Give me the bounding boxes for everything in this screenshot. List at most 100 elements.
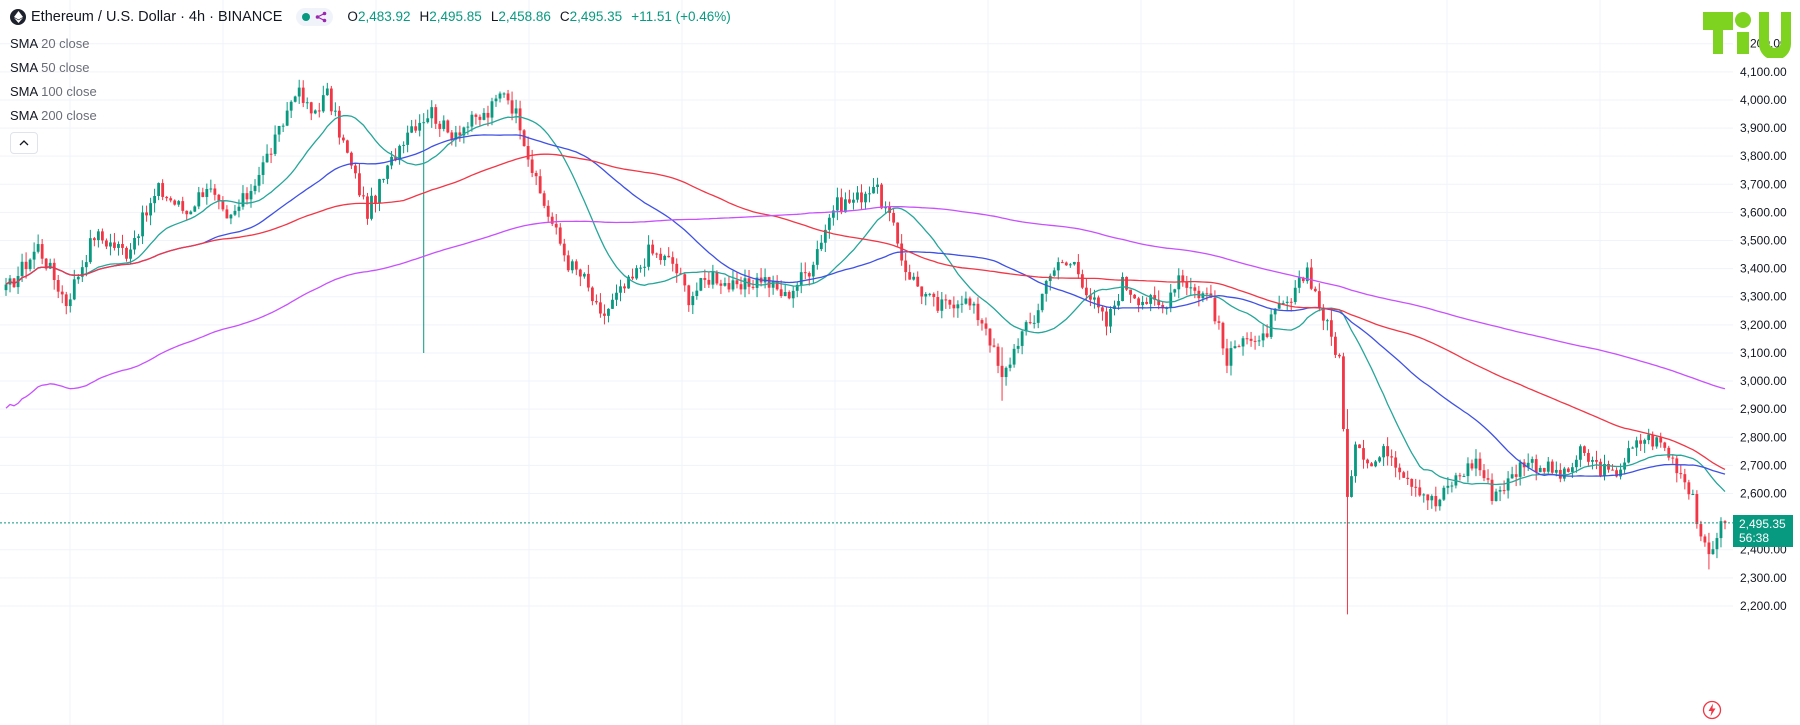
candle-body bbox=[518, 108, 522, 131]
candle-body bbox=[623, 286, 626, 289]
candle-body bbox=[844, 199, 847, 213]
candle-body bbox=[398, 145, 402, 161]
candle-body bbox=[189, 211, 193, 215]
candle-body bbox=[819, 242, 823, 250]
candle-body bbox=[1289, 301, 1293, 303]
candle-body bbox=[1157, 299, 1161, 306]
candle-body bbox=[964, 298, 968, 304]
sma-20-line bbox=[5, 115, 1726, 493]
candle-body bbox=[354, 165, 357, 174]
candle-body bbox=[1249, 338, 1253, 341]
candle-body bbox=[1084, 287, 1088, 296]
candle-body bbox=[1044, 280, 1048, 294]
candle-body bbox=[28, 259, 32, 270]
candle-body bbox=[1321, 307, 1325, 321]
candle-body bbox=[1510, 474, 1514, 479]
candle-body bbox=[56, 280, 60, 292]
candle-body bbox=[414, 126, 418, 131]
candle-body bbox=[703, 278, 707, 280]
sma-lines bbox=[5, 115, 1726, 493]
candle-body bbox=[1462, 476, 1466, 478]
candle-body bbox=[486, 112, 490, 118]
candle-body bbox=[1358, 444, 1361, 449]
candle-body bbox=[1068, 264, 1072, 266]
candle-body bbox=[1651, 434, 1655, 447]
candle-body bbox=[1691, 494, 1695, 496]
candle-body bbox=[1506, 478, 1510, 491]
candle-body bbox=[1595, 460, 1598, 462]
candle-body bbox=[1024, 322, 1028, 332]
candle-body bbox=[1145, 301, 1149, 304]
candle-body bbox=[109, 242, 112, 247]
candle-body bbox=[920, 286, 924, 297]
candle-body bbox=[1133, 294, 1136, 299]
candle-body bbox=[237, 206, 241, 211]
candle-body bbox=[265, 153, 269, 163]
indicator-sma-50[interactable]: SMA 50 close bbox=[10, 60, 90, 75]
market-status-pill[interactable] bbox=[296, 8, 334, 26]
price-tick-label: 3,200.00 bbox=[1740, 318, 1787, 332]
candle-body bbox=[426, 118, 430, 123]
candle-body bbox=[1089, 295, 1092, 300]
candle-body bbox=[213, 188, 217, 195]
candle-body bbox=[1125, 276, 1128, 290]
candle-body bbox=[1683, 474, 1687, 483]
last-price-label: 2,495.35 56:38 bbox=[1733, 514, 1793, 547]
candle-body bbox=[1334, 336, 1337, 355]
candle-body bbox=[831, 210, 835, 218]
candle-body bbox=[64, 294, 68, 307]
candle-body bbox=[249, 191, 253, 200]
candle-body bbox=[1422, 494, 1426, 496]
candle-body bbox=[611, 299, 614, 309]
candle-body bbox=[1562, 468, 1566, 479]
candle-body bbox=[438, 123, 442, 129]
candle-body bbox=[458, 132, 462, 136]
chart-title[interactable]: Ethereum / U.S. Dollar · 4h · BINANCE bbox=[31, 9, 283, 25]
candle-body bbox=[1687, 482, 1691, 495]
lightning-icon[interactable] bbox=[1702, 700, 1722, 720]
candle-body bbox=[1587, 452, 1590, 462]
candle-body bbox=[161, 183, 165, 197]
candle-body bbox=[1514, 474, 1518, 477]
price-tick-label: 2,900.00 bbox=[1740, 402, 1787, 416]
candle-body bbox=[767, 277, 771, 288]
candle-body bbox=[643, 266, 647, 268]
candle-body bbox=[1281, 302, 1285, 304]
candle-body bbox=[1241, 338, 1245, 347]
candle-body bbox=[1386, 446, 1390, 457]
collapse-legend-button[interactable] bbox=[10, 132, 38, 154]
candle-body bbox=[277, 125, 281, 135]
candle-body bbox=[908, 272, 912, 280]
candle-body bbox=[1028, 322, 1032, 324]
candle-body bbox=[52, 262, 56, 281]
candle-body bbox=[418, 122, 422, 131]
candle-body bbox=[1193, 287, 1197, 291]
candle-body bbox=[1611, 469, 1614, 471]
symbol-header: Ethereum / U.S. Dollar · 4h · BINANCE O2… bbox=[10, 8, 731, 26]
candle-body bbox=[221, 200, 225, 210]
candle-body bbox=[546, 205, 550, 217]
candle-body bbox=[301, 87, 305, 103]
candle-body bbox=[329, 88, 333, 112]
indicator-sma-100[interactable]: SMA 100 close bbox=[10, 84, 97, 99]
candle-body bbox=[44, 258, 48, 269]
candle-body bbox=[382, 178, 385, 180]
candle-body bbox=[1149, 295, 1153, 304]
candle-body bbox=[719, 283, 723, 286]
close-value: C2,495.35 bbox=[559, 9, 623, 24]
indicator-sma-200[interactable]: SMA 200 close bbox=[10, 108, 97, 123]
candle-body bbox=[506, 93, 510, 101]
candle-body bbox=[1591, 460, 1594, 462]
candle-body bbox=[402, 144, 406, 146]
candle-body bbox=[751, 286, 755, 288]
candle-body bbox=[1257, 340, 1261, 342]
ethereum-icon bbox=[10, 9, 26, 25]
sma-50-line bbox=[5, 134, 1726, 477]
tradingview-logo-icon bbox=[1703, 12, 1791, 58]
candle-body bbox=[1229, 348, 1233, 366]
indicator-sma-20[interactable]: SMA 20 close bbox=[10, 36, 90, 51]
candle-body bbox=[153, 196, 157, 204]
candle-body bbox=[1245, 338, 1249, 340]
candle-body bbox=[145, 212, 148, 216]
